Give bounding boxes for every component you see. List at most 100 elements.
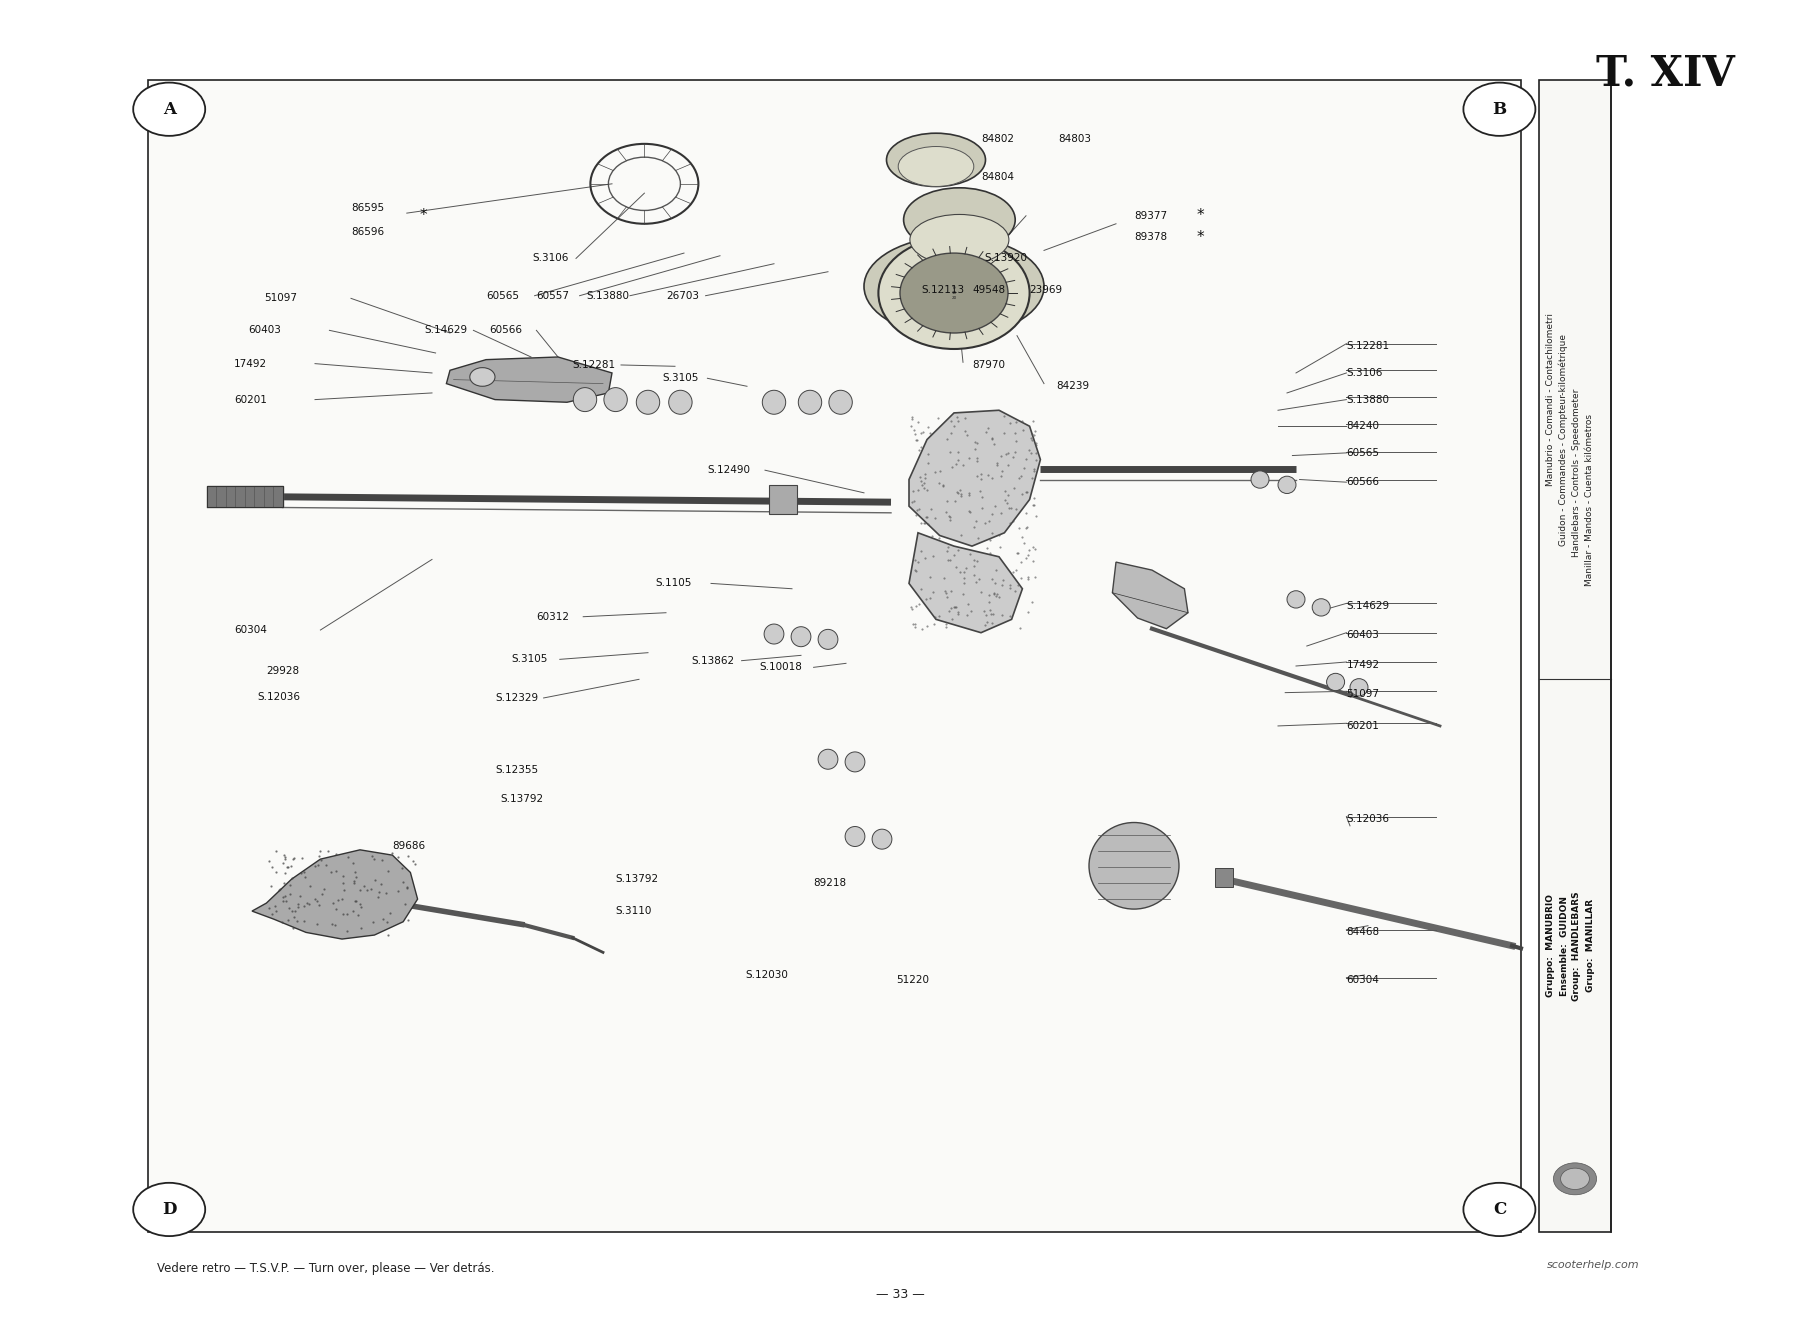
- Text: 86595: 86595: [351, 202, 383, 213]
- Text: Grupo:  MANILLAR: Grupo: MANILLAR: [1586, 899, 1595, 992]
- Text: 87970: 87970: [972, 360, 1004, 370]
- Text: 84802: 84802: [981, 133, 1013, 144]
- Text: S.14629: S.14629: [1346, 601, 1390, 611]
- Polygon shape: [252, 850, 418, 939]
- Text: Handlebars - Controls - Speedometer: Handlebars - Controls - Speedometer: [1573, 389, 1580, 557]
- Text: S.13880: S.13880: [587, 290, 630, 301]
- Text: S.12113: S.12113: [922, 285, 965, 296]
- Circle shape: [900, 253, 1008, 333]
- Ellipse shape: [898, 147, 974, 186]
- Text: *: *: [419, 208, 427, 224]
- Text: S.13792: S.13792: [616, 874, 659, 884]
- Text: 60557: 60557: [536, 290, 569, 301]
- Text: 26703: 26703: [666, 290, 698, 301]
- Ellipse shape: [846, 751, 864, 773]
- Circle shape: [878, 237, 1030, 349]
- Text: T. XIV: T. XIV: [1595, 52, 1735, 95]
- Ellipse shape: [1312, 598, 1330, 615]
- Text: S.3106: S.3106: [533, 253, 569, 264]
- Text: S.12036: S.12036: [257, 691, 301, 702]
- Text: *: *: [1197, 208, 1204, 224]
- Text: 60403: 60403: [1346, 630, 1379, 641]
- Polygon shape: [909, 533, 1022, 633]
- Text: scooterhelp.com: scooterhelp.com: [1546, 1260, 1640, 1271]
- Text: S.3106: S.3106: [1346, 368, 1382, 378]
- Text: 60403: 60403: [248, 325, 281, 336]
- Text: 84803: 84803: [1058, 133, 1091, 144]
- Ellipse shape: [817, 629, 837, 650]
- Text: S.13862: S.13862: [691, 655, 734, 666]
- Ellipse shape: [1251, 470, 1269, 489]
- Circle shape: [133, 83, 205, 136]
- Text: S.12030: S.12030: [745, 970, 788, 980]
- Polygon shape: [446, 357, 612, 402]
- Text: 17492: 17492: [1346, 659, 1379, 670]
- Polygon shape: [769, 485, 797, 514]
- Text: 86596: 86596: [351, 226, 383, 237]
- Text: S.12490: S.12490: [707, 465, 751, 476]
- Text: 60201: 60201: [1346, 721, 1379, 731]
- Text: 17492: 17492: [234, 358, 266, 369]
- Ellipse shape: [1089, 822, 1179, 910]
- Circle shape: [1553, 1163, 1597, 1195]
- Polygon shape: [1112, 562, 1188, 629]
- Text: 60566: 60566: [490, 325, 522, 336]
- Bar: [1539, 80, 1611, 1232]
- Text: Manillar - Mandos - Cuenta kilómetros: Manillar - Mandos - Cuenta kilómetros: [1586, 413, 1595, 586]
- Ellipse shape: [572, 388, 598, 412]
- Bar: [148, 80, 1521, 1232]
- Ellipse shape: [763, 623, 785, 643]
- Ellipse shape: [886, 133, 986, 186]
- Text: 60201: 60201: [234, 394, 266, 405]
- Text: *: *: [1197, 229, 1204, 245]
- Text: 60565: 60565: [1346, 448, 1379, 458]
- Ellipse shape: [763, 390, 785, 414]
- Ellipse shape: [797, 390, 821, 414]
- Text: 51220: 51220: [896, 975, 929, 986]
- Text: 60304: 60304: [1346, 975, 1379, 986]
- Text: 89378: 89378: [1134, 232, 1166, 242]
- Text: S.3110: S.3110: [616, 906, 652, 916]
- Text: 29928: 29928: [266, 666, 299, 677]
- Ellipse shape: [1350, 679, 1368, 695]
- Text: S.3105: S.3105: [662, 373, 698, 384]
- Circle shape: [1463, 1183, 1535, 1236]
- Text: C: C: [1492, 1201, 1507, 1217]
- Text: 89218: 89218: [814, 878, 846, 888]
- Text: 51097: 51097: [1346, 689, 1379, 699]
- Text: 84468: 84468: [1346, 927, 1379, 938]
- Text: 60565: 60565: [486, 290, 518, 301]
- Text: S.12355: S.12355: [495, 765, 538, 775]
- Text: 60566: 60566: [1346, 477, 1379, 488]
- Ellipse shape: [817, 749, 837, 770]
- Text: S.12036: S.12036: [1346, 814, 1390, 825]
- Text: Manubrio - Comandi - Contachilometri: Manubrio - Comandi - Contachilometri: [1546, 313, 1555, 486]
- Ellipse shape: [637, 390, 661, 414]
- Text: Vedere retro — T.S.V.P. — Turn over, please — Ver detrás.: Vedere retro — T.S.V.P. — Turn over, ple…: [157, 1261, 493, 1275]
- Ellipse shape: [828, 390, 853, 414]
- Ellipse shape: [911, 214, 1008, 265]
- Text: 23969: 23969: [1030, 285, 1062, 296]
- Text: S.13920: S.13920: [985, 253, 1028, 264]
- Text: A: A: [162, 101, 176, 117]
- Text: 60304: 60304: [234, 625, 266, 635]
- Circle shape: [470, 368, 495, 386]
- Text: 89686: 89686: [392, 840, 425, 851]
- Text: 84804: 84804: [981, 172, 1013, 182]
- Polygon shape: [207, 486, 283, 507]
- Ellipse shape: [846, 826, 864, 847]
- Text: Group:  HANDLEBARS: Group: HANDLEBARS: [1573, 891, 1580, 1000]
- Text: S.14629: S.14629: [425, 325, 468, 336]
- Ellipse shape: [603, 388, 628, 412]
- Text: S.12281: S.12281: [1346, 341, 1390, 352]
- Text: Guidon - Commandes - Compteur-kilométrique: Guidon - Commandes - Compteur-kilométriq…: [1559, 333, 1568, 546]
- Text: 84240: 84240: [1346, 421, 1379, 432]
- Text: — 33 —: — 33 —: [875, 1288, 925, 1301]
- Text: Ensemble:  GUIDON: Ensemble: GUIDON: [1559, 895, 1570, 996]
- Text: D: D: [162, 1201, 176, 1217]
- Circle shape: [133, 1183, 205, 1236]
- Text: S.1105: S.1105: [655, 578, 691, 589]
- Text: 84239: 84239: [1057, 381, 1089, 392]
- Ellipse shape: [790, 627, 810, 647]
- Text: B: B: [1492, 101, 1507, 117]
